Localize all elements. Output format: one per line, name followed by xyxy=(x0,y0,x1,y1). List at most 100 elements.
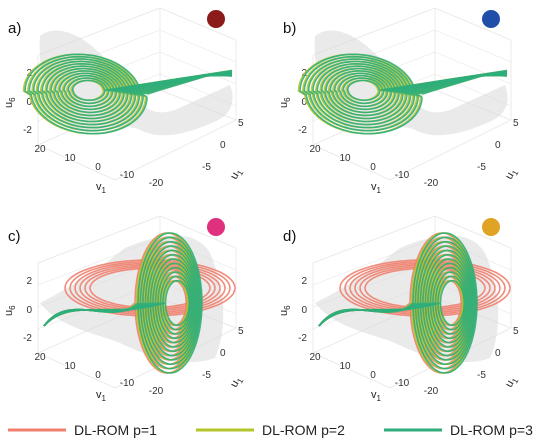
grid-line xyxy=(434,29,512,63)
plot-area xyxy=(40,232,236,374)
x-tick-label: 0 xyxy=(95,370,101,381)
y-tick-label: 5 xyxy=(513,118,519,129)
y-tick-label: 0 xyxy=(495,140,501,151)
panel-marker-dot xyxy=(207,10,225,28)
z-tick-label: 0 xyxy=(26,305,32,316)
box-edge xyxy=(37,215,161,264)
series-dl-rom-p-3 xyxy=(43,232,203,374)
z-axis-label: u6 xyxy=(3,305,17,316)
trajectory-loop xyxy=(318,232,478,374)
x-tick-label: -20 xyxy=(424,178,439,189)
z-tick-label: 0 xyxy=(301,97,307,108)
panel-marker-dot xyxy=(207,218,225,236)
y-tick-label: -5 xyxy=(202,370,211,381)
box-edge xyxy=(312,144,391,181)
trajectory-loop xyxy=(24,53,233,135)
x-tick-label: 20 xyxy=(34,352,46,363)
panel-marker-dot xyxy=(482,218,500,236)
z-tick-label: 2 xyxy=(301,276,307,287)
box-edge xyxy=(312,215,436,264)
trajectory-loop xyxy=(89,267,211,309)
panel-label: c) xyxy=(8,228,21,245)
y-tick-label: 0 xyxy=(495,348,501,359)
panel-label: b) xyxy=(283,20,296,37)
box-edge xyxy=(434,7,512,41)
y-axis-label: u1 xyxy=(503,374,521,390)
panels: a)20-2u620100-10-20v150-5u1b)20-2u620100… xyxy=(3,7,521,403)
y-tick-label: -5 xyxy=(202,162,211,173)
x-tick-label: 10 xyxy=(339,153,351,164)
z-axis-label: u6 xyxy=(278,97,292,108)
x-axis-label: v1 xyxy=(371,181,382,195)
y-tick-label: -5 xyxy=(477,370,486,381)
legend-label-p1: DL-ROM p=1 xyxy=(74,422,157,438)
trajectory-loop xyxy=(364,267,486,309)
box-edge xyxy=(312,352,391,389)
grid-line xyxy=(434,51,512,85)
y-axis-label: u1 xyxy=(503,166,521,182)
x-tick-label: 20 xyxy=(34,144,46,155)
x-axis-label: v1 xyxy=(371,389,382,403)
x-tick-label: 0 xyxy=(95,162,101,173)
y-tick-label: 5 xyxy=(238,118,244,129)
box-edge xyxy=(159,7,237,41)
x-tick-label: -10 xyxy=(120,378,135,389)
x-axis-label: v1 xyxy=(96,181,107,195)
y-axis-label: u1 xyxy=(228,166,246,182)
series-dl-rom-p-3 xyxy=(24,53,233,135)
legend-label-p2: DL-ROM p=2 xyxy=(262,422,345,438)
z-tick-label: 0 xyxy=(26,97,32,108)
series-dl-rom-p-3 xyxy=(318,232,478,374)
x-tick-label: -10 xyxy=(395,378,410,389)
z-tick-label: -2 xyxy=(298,333,307,344)
x-tick-label: -20 xyxy=(424,386,439,397)
x-tick-label: -10 xyxy=(395,170,410,181)
box-edge xyxy=(37,352,116,389)
z-tick-label: -2 xyxy=(23,125,32,136)
x-tick-label: -20 xyxy=(149,386,164,397)
box-edge xyxy=(434,215,512,249)
panel-label: a) xyxy=(8,20,21,37)
trajectory-loop xyxy=(43,232,203,374)
z-tick-label: 0 xyxy=(301,305,307,316)
z-axis-label: u6 xyxy=(3,97,17,108)
x-tick-label: -10 xyxy=(120,170,135,181)
x-tick-label: -20 xyxy=(149,178,164,189)
series-dl-rom-p-3 xyxy=(299,53,508,135)
z-tick-label: 2 xyxy=(26,276,32,287)
x-tick-label: 20 xyxy=(309,352,321,363)
box-edge xyxy=(37,144,116,181)
x-tick-label: 10 xyxy=(64,361,76,372)
y-tick-label: 5 xyxy=(513,326,519,337)
plot-area xyxy=(22,30,233,136)
panel-label: d) xyxy=(283,228,296,245)
z-axis-label: u6 xyxy=(278,305,292,316)
z-tick-label: -2 xyxy=(23,333,32,344)
box-edge xyxy=(159,215,237,249)
y-tick-label: 5 xyxy=(238,326,244,337)
y-tick-label: 0 xyxy=(220,140,226,151)
x-tick-label: 20 xyxy=(309,144,321,155)
x-tick-label: 10 xyxy=(64,153,76,164)
x-axis-label: v1 xyxy=(96,389,107,403)
x-tick-label: 0 xyxy=(370,370,376,381)
grid-line xyxy=(159,51,237,85)
y-axis-label: u1 xyxy=(228,374,246,390)
plot-area xyxy=(297,30,508,136)
x-tick-label: 0 xyxy=(370,162,376,173)
x-tick-label: 10 xyxy=(339,361,351,372)
y-tick-label: -5 xyxy=(477,162,486,173)
plot-area xyxy=(315,232,511,374)
legend: DL-ROM p=1 DL-ROM p=2 DL-ROM p=3 xyxy=(8,422,533,438)
panel-marker-dot xyxy=(482,10,500,28)
legend-label-p3: DL-ROM p=3 xyxy=(450,422,533,438)
trajectory-loop xyxy=(299,53,508,135)
box-edge xyxy=(389,119,512,181)
grid-line xyxy=(159,29,237,63)
box-edge xyxy=(114,119,237,181)
